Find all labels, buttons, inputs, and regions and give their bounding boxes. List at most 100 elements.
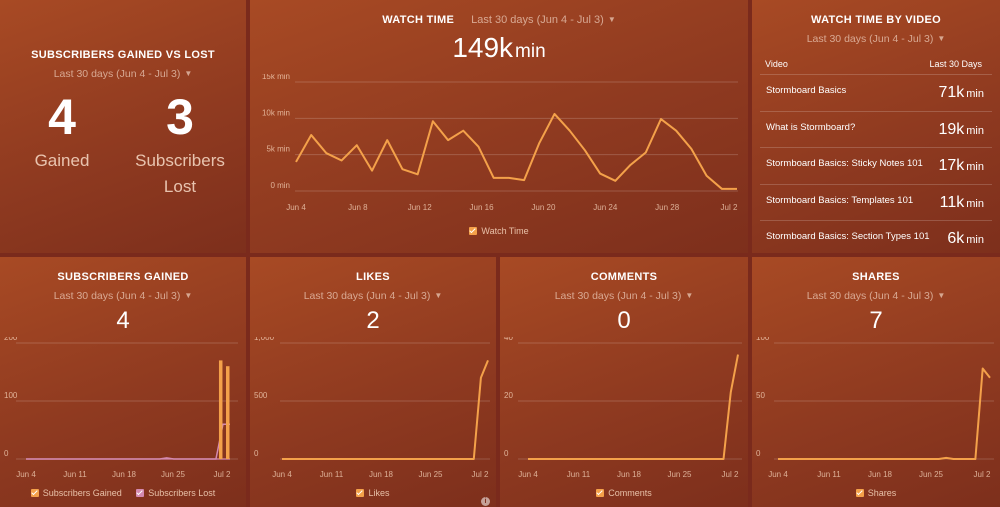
y-tick-label: 0 — [504, 449, 509, 458]
x-tick-label: Jun 24 — [593, 203, 618, 212]
series-line-comments[interactable] — [528, 354, 739, 460]
checkbox-icon — [30, 489, 39, 497]
chevron-down-icon: ▼ — [184, 69, 193, 78]
y-tick-label: 40 — [504, 337, 513, 342]
series-line-likes[interactable] — [282, 360, 489, 460]
date-range-dropdown[interactable]: Last 30 days (Jun 4 - Jul 3) ▼ — [500, 290, 748, 302]
date-range-dropdown[interactable]: Last 30 days (Jun 4 - Jul 3) ▼ — [752, 290, 1000, 302]
table-row[interactable]: Stormboard Basics: Section Types 101 6k mi… — [760, 220, 992, 256]
chart-legend: Comments — [500, 488, 748, 498]
chevron-down-icon: ▼ — [937, 34, 946, 43]
panel-watch-by-video — [752, 0, 1000, 253]
x-tick-label: Jul 2 — [472, 470, 489, 479]
series-line-subscribers-lost[interactable] — [26, 423, 230, 460]
video-name: Stormboard Basics: Section Types 101 — [766, 231, 930, 242]
panel-comments: COMMENTS Last 30 days (Jun 4 - Jul 3) ▼ 0… — [500, 257, 748, 507]
table-row[interactable]: Stormboard Basics: Sticky Notes 101 17k mi… — [760, 147, 992, 183]
value-number: 17k — [938, 157, 965, 174]
bar-subscribers-gained[interactable] — [226, 366, 230, 459]
legend-label: Subscribers Lost — [148, 488, 216, 498]
chart-legend: Watch Time — [250, 226, 748, 236]
legend-item-subs-lost[interactable]: Subscribers Lost — [136, 488, 215, 498]
x-tick-label: Jun 4 — [518, 470, 538, 479]
legend-item-watch-time[interactable]: Watch Time — [469, 226, 529, 236]
likes-chart: 0 500 1,000 Jun 4 Jun 11 Jun 18 Jun 25 Jul 2 — [254, 337, 490, 479]
y-tick-label: 5k min — [266, 145, 290, 154]
value-unit: min — [966, 234, 984, 246]
date-range-label: Last 30 days (Jun 4 - Jul 3) — [471, 14, 604, 26]
x-tick-label: Jun 11 — [320, 470, 344, 479]
chevron-down-icon: ▼ — [685, 291, 694, 300]
chevron-down-icon: ▼ — [184, 291, 193, 300]
table-row[interactable]: Stormboard Basics 71k min — [760, 74, 992, 110]
checkbox-icon — [136, 489, 145, 497]
x-tick-label: Jun 20 — [531, 203, 556, 212]
chart-legend: Subscribers Gained Subscribers Lost — [0, 488, 246, 498]
x-tick-label: Jun 25 — [418, 470, 443, 479]
x-tick-label: Jun 4 — [16, 470, 36, 479]
table-header: Video Last 30 Days — [765, 59, 982, 69]
legend-item-comments[interactable]: Comments — [596, 488, 652, 498]
video-name: Stormboard Basics: Sticky Notes 101 — [766, 158, 923, 169]
table-row[interactable]: Stormboard Basics: Templates 101 11k min — [760, 183, 992, 220]
value-unit: min — [966, 88, 984, 100]
legend-label: Likes — [368, 488, 390, 498]
y-tick-label: 100 — [4, 391, 18, 400]
series-line-watch-time[interactable] — [295, 112, 737, 190]
y-tick-label: 200 — [4, 337, 18, 342]
column-header-period: Last 30 Days — [929, 59, 982, 69]
x-tick-label: Jul 2 — [214, 470, 231, 479]
y-tick-label: 100 — [756, 337, 770, 342]
series-line-shares[interactable] — [778, 367, 991, 460]
subs-gained-value: 4 — [116, 307, 130, 334]
watch-time-header: WATCH TIME Last 30 days (Jun 4 - Jul 3) ▼ — [250, 14, 748, 26]
chart-legend: Shares — [752, 488, 1000, 498]
date-range-dropdown[interactable]: Last 30 days (Jun 4 - Jul 3) ▼ — [471, 14, 616, 26]
date-range-dropdown[interactable]: Last 30 days (Jun 4 - Jul 3) ▼ — [0, 290, 246, 302]
y-tick-label: 50 — [756, 391, 765, 400]
checkbox-icon — [356, 489, 365, 497]
date-range-dropdown[interactable]: Last 30 days (Jun 4 - Jul 3) ▼ — [250, 290, 496, 302]
date-range-label: Last 30 days (Jun 4 - Jul 3) — [53, 290, 181, 302]
legend-item-likes[interactable]: Likes — [356, 488, 390, 498]
x-tick-label: Jun 28 — [655, 203, 680, 212]
x-tick-label: Jun 25 — [161, 470, 186, 479]
video-watch-time: 19k min — [938, 121, 984, 139]
value-number: 6k — [947, 230, 965, 247]
date-range-dropdown[interactable]: Last 30 days (Jun 4 - Jul 3) ▼ — [0, 68, 246, 80]
legend-label: Shares — [867, 488, 897, 498]
panel-title: SUBSCRIBERS GAINED — [57, 271, 189, 283]
x-tick-label: Jul 2 — [721, 203, 738, 212]
panel-watch-time: WATCH TIME Last 30 days (Jun 4 - Jul 3) ▼… — [250, 0, 748, 253]
video-watch-time: 11k min — [940, 194, 984, 212]
x-tick-label: Jun 11 — [63, 470, 87, 479]
panel-subs-gained-vs-lost: SUBSCRIBERS GAINED VS LOST Last 30 days … — [0, 0, 246, 253]
watch-time-total: 149k min — [250, 32, 748, 64]
y-tick-label: 20 — [504, 391, 513, 400]
panel-subs-gained: SUBSCRIBERS GAINED Last 30 days (Jun 4 -… — [0, 257, 246, 507]
table-row[interactable]: What is Stormboard? 19k min — [760, 110, 992, 147]
bar-subscribers-gained[interactable] — [218, 360, 223, 459]
video-watch-time: 6k min — [947, 230, 984, 248]
lost-label-line-2: Lost — [163, 177, 197, 196]
legend-item-shares[interactable]: Shares — [855, 488, 897, 498]
date-range-dropdown[interactable]: Last 30 days (Jun 4 - Jul 3) ▼ — [752, 33, 1000, 45]
chevron-down-icon: ▼ — [607, 15, 616, 24]
date-range-label: Last 30 days (Jun 4 - Jul 3) — [806, 33, 934, 45]
y-tick-label: 500 — [254, 391, 268, 400]
gained-label: Gained — [34, 151, 90, 170]
legend-item-subs-gained[interactable]: Subscribers Gained — [30, 488, 122, 498]
panel-title: SHARES — [852, 271, 900, 283]
panel-title: SUBSCRIBERS GAINED VS LOST — [31, 49, 215, 61]
chevron-down-icon: ▼ — [434, 291, 443, 300]
likes-value: 2 — [366, 307, 380, 334]
y-tick-label: 0 min — [270, 181, 290, 190]
x-tick-label: Jun 16 — [470, 203, 495, 212]
info-icon[interactable]: i — [481, 497, 490, 506]
value-number: 11k — [939, 193, 965, 211]
y-tick-label: 1,000 — [254, 337, 275, 342]
y-tick-label: 10k min — [262, 108, 290, 117]
value-unit: min — [966, 161, 984, 173]
x-tick-label: Jun 25 — [919, 470, 944, 479]
panel-title: LIKES — [356, 271, 390, 283]
